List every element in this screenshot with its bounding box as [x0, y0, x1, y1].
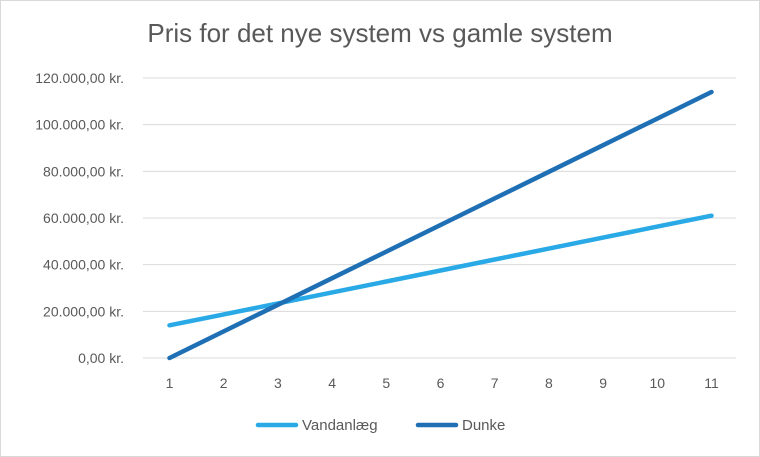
- y-tick-label: 80.000,00 kr.: [43, 163, 124, 179]
- series-line: [167, 213, 714, 328]
- legend-label: Dunke: [462, 417, 505, 434]
- x-tick-label: 1: [166, 375, 174, 391]
- y-tick-label: 20.000,00 kr.: [43, 303, 124, 319]
- y-tick-label: 60.000,00 kr.: [43, 210, 124, 226]
- axes: 0,00 kr. 20.000,00 kr. 40.000,00 kr. 60.000…: [35, 70, 719, 391]
- chart-title: Pris for det nye system vs gamle system: [147, 18, 613, 48]
- legend-label: Vandanlæg: [302, 417, 378, 434]
- y-tick-label: 120.000,00 kr.: [35, 70, 124, 86]
- series-lines: [167, 89, 714, 361]
- x-tick-label: 8: [545, 375, 553, 391]
- x-tick-label: 11: [704, 375, 719, 391]
- x-tick-label: 5: [382, 375, 390, 391]
- y-tick-label: 0,00 kr.: [78, 350, 124, 366]
- x-tick-label: 9: [599, 375, 607, 391]
- gridlines: [143, 77, 736, 359]
- x-tick-label: 7: [491, 375, 499, 391]
- y-tick-label: 40.000,00 kr.: [43, 257, 124, 273]
- legend: Vandanlæg Dunke: [255, 417, 505, 434]
- x-tick-label: 10: [650, 375, 666, 391]
- y-tick-label: 100.000,00 kr.: [35, 117, 124, 133]
- x-tick-label: 6: [437, 375, 445, 391]
- x-tick-label: 2: [220, 375, 228, 391]
- x-tick-label: 4: [328, 375, 336, 391]
- x-tick-label: 3: [274, 375, 282, 391]
- series-line: [167, 89, 714, 361]
